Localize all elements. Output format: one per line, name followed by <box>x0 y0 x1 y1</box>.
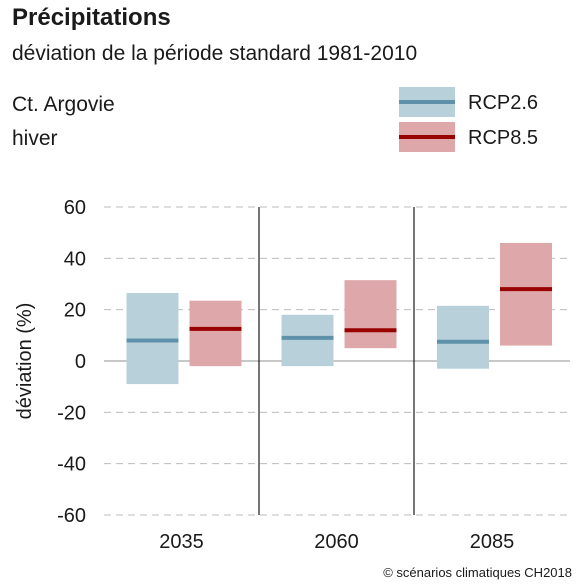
range-bar-rcp26-2085 <box>437 305 489 369</box>
y-tick-label: -40 <box>57 454 86 476</box>
credit-text: © scénarios climatiques CH2018 <box>383 565 572 580</box>
y-tick-label: 20 <box>64 300 86 322</box>
chart-title: Précipitations <box>12 4 171 31</box>
x-tick-label: 2085 <box>470 531 515 553</box>
range-bar-rcp85-2060 <box>344 280 397 349</box>
range-bar-rcp85-2035 <box>189 300 242 367</box>
grid-lines <box>104 206 570 516</box>
range-bar-rcp85-2085 <box>500 242 552 346</box>
period-separators <box>258 207 415 515</box>
y-tick-label: 0 <box>75 351 86 373</box>
x-tick-labels: 2035 2060 2085 <box>159 531 514 553</box>
season-label: hiver <box>12 127 58 150</box>
chart-subtitle: déviation de la période standard 1981-20… <box>12 42 418 65</box>
x-tick-label: 2035 <box>159 531 204 553</box>
x-tick-label: 2060 <box>314 531 359 553</box>
y-tick-label: -20 <box>57 402 86 424</box>
y-tick-label: 40 <box>64 248 86 270</box>
legend-label: RCP8.5 <box>468 127 538 149</box>
y-axis-label: déviation (%) <box>14 303 36 420</box>
legend-label: RCP2.6 <box>468 92 538 114</box>
range-bars <box>126 242 552 385</box>
range-bar-rcp26-2060 <box>281 314 334 367</box>
y-tick-labels: 60 40 20 0 -20 -40 -60 <box>57 197 86 527</box>
region-label: Ct. Argovie <box>12 93 115 116</box>
legend: RCP2.6 RCP8.5 <box>399 87 538 152</box>
y-tick-label: -60 <box>57 505 86 527</box>
y-tick-label: 60 <box>64 197 86 219</box>
